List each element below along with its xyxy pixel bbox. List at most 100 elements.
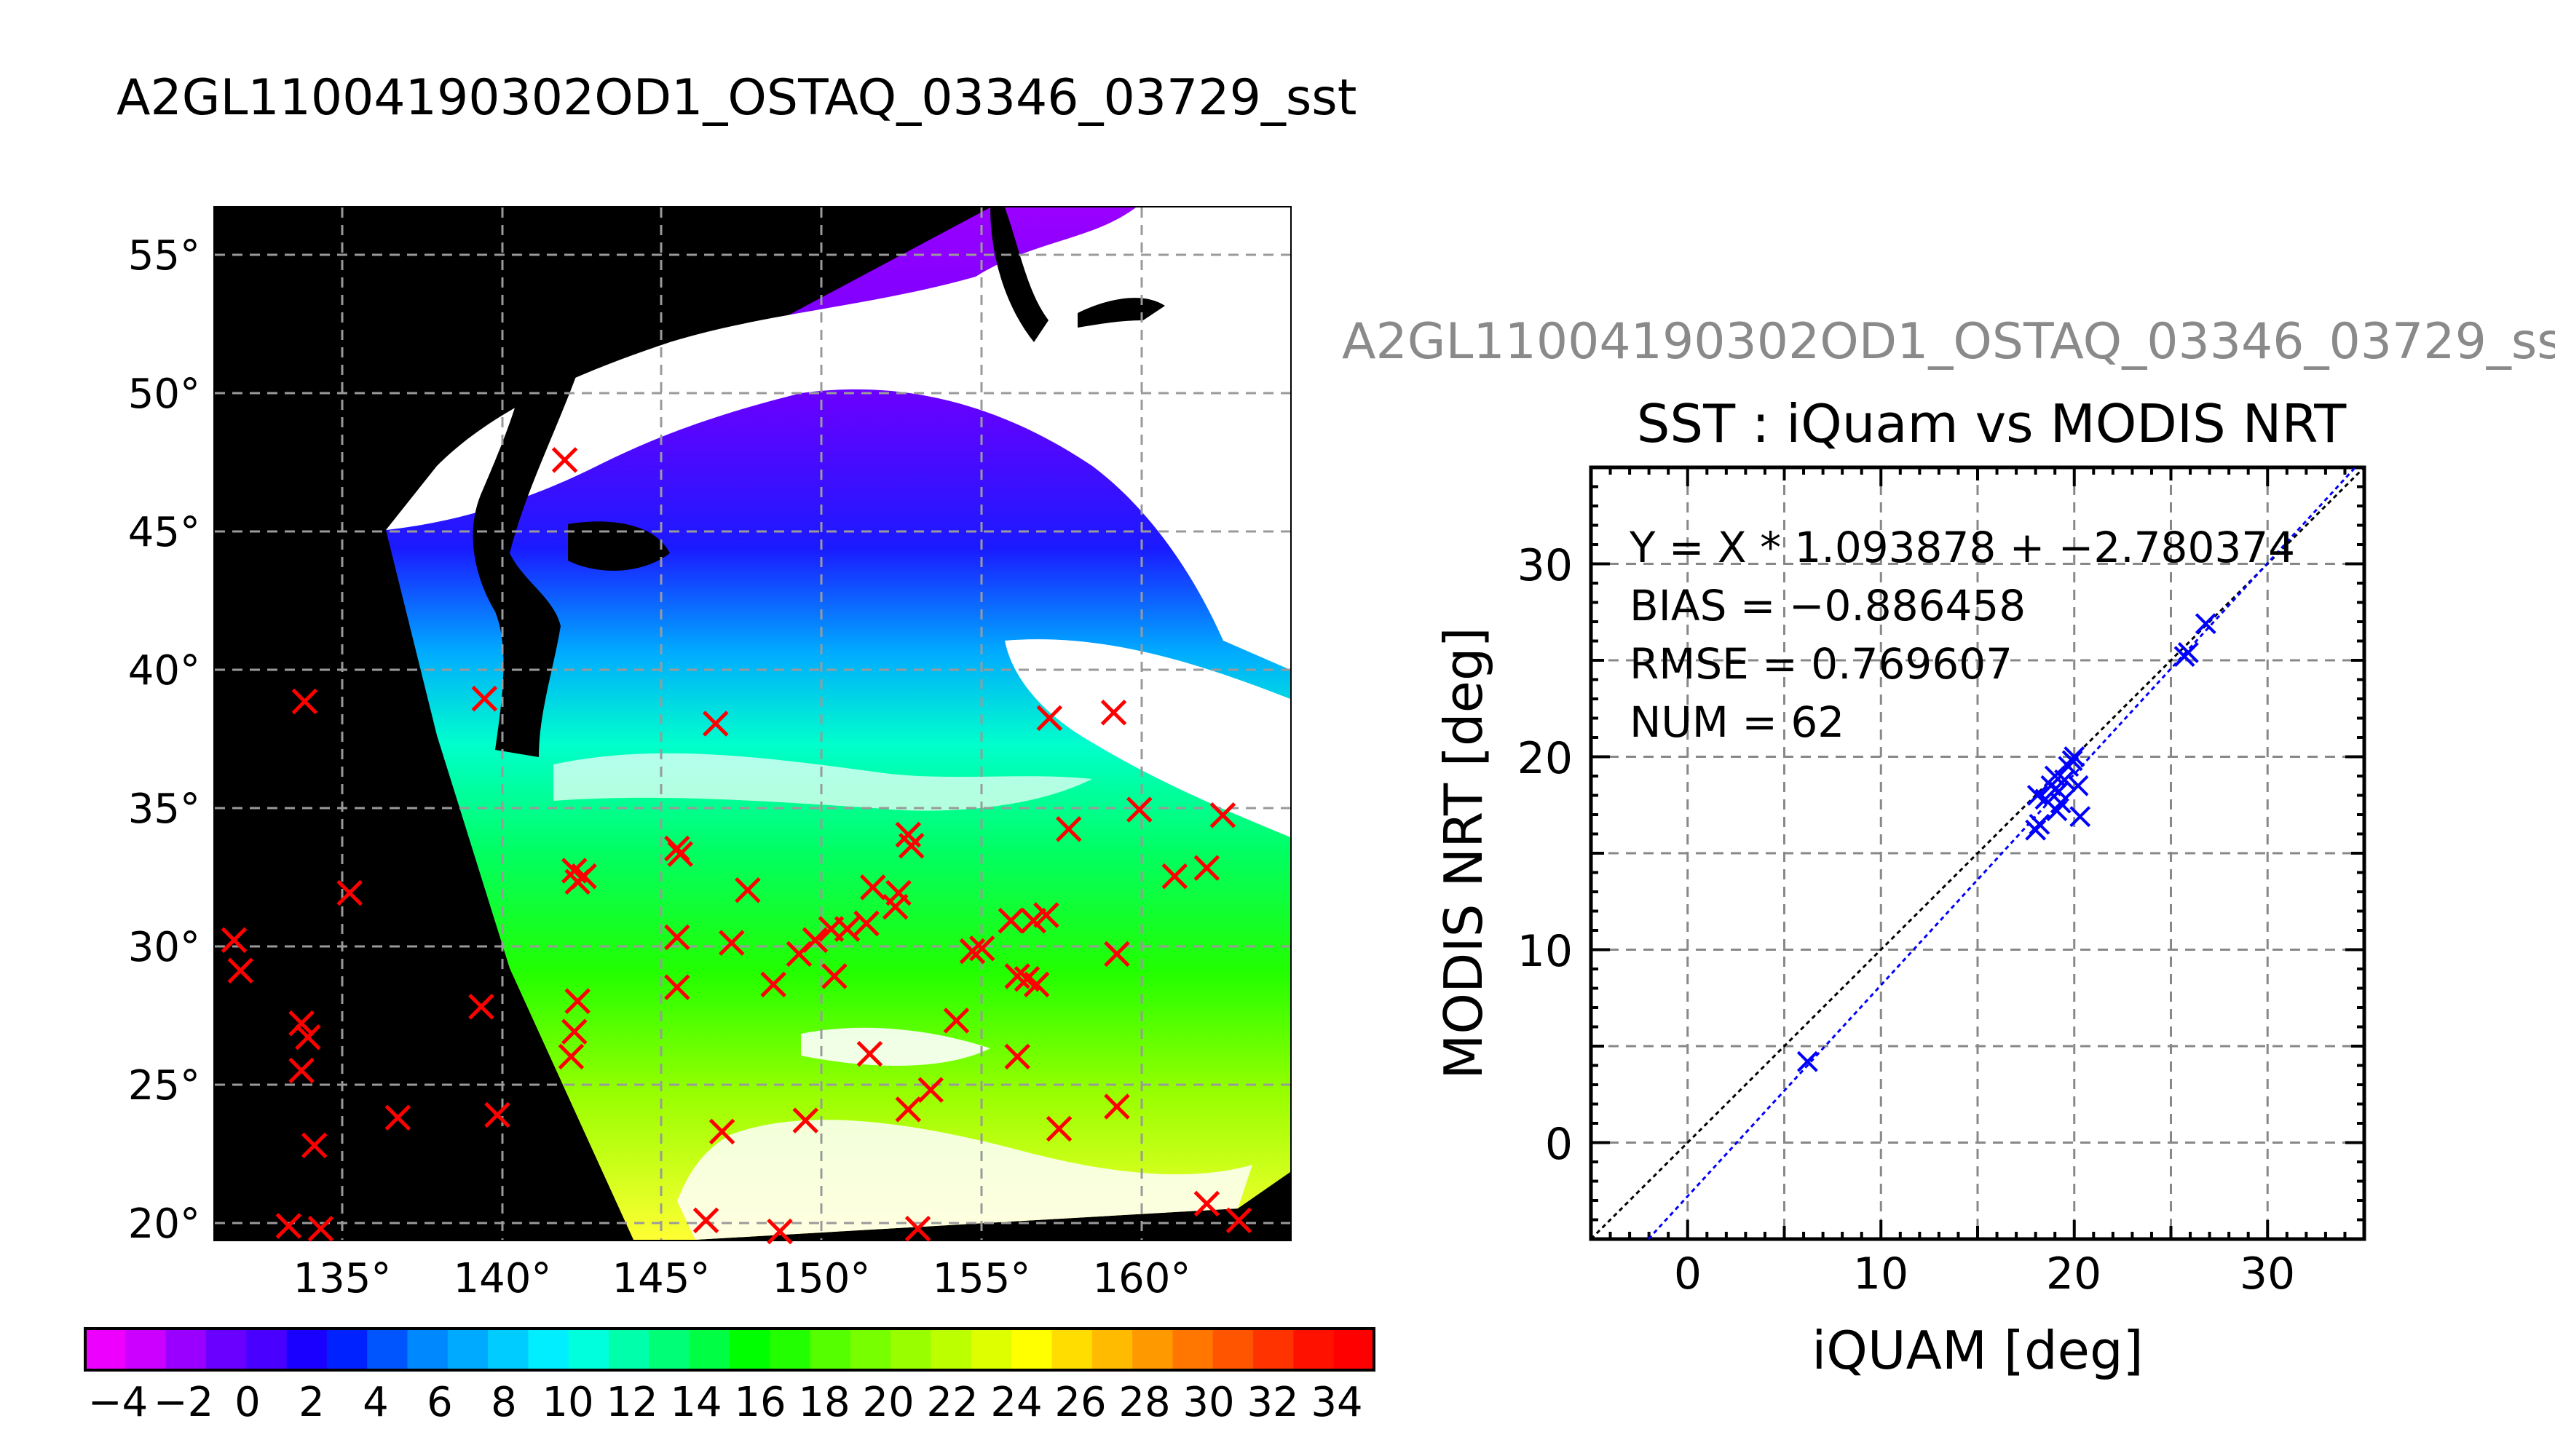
buoy-marker — [802, 927, 829, 954]
colorbar-tick-label: 12 — [606, 1379, 657, 1426]
scatter-point — [2069, 806, 2091, 828]
colorbar-tick-label: 2 — [299, 1379, 325, 1426]
rmse-label: RMSE = 0.769607 — [1630, 639, 2013, 689]
y-tick-label: 10 — [1517, 926, 1573, 977]
buoy-marker — [1104, 1093, 1130, 1120]
colorbar-segment — [609, 1329, 649, 1370]
colorbar-segment — [528, 1329, 569, 1370]
buoy-marker — [968, 935, 995, 962]
fit-line — [1647, 466, 2356, 1241]
buoy-marker — [558, 1043, 585, 1070]
scatter-point — [2046, 800, 2068, 822]
num-label: NUM = 62 — [1630, 697, 1844, 747]
colorbar-segment — [488, 1329, 529, 1370]
lon-label: 160° — [1093, 1255, 1191, 1302]
scatter-point — [2064, 746, 2085, 767]
scatter-point — [2029, 813, 2050, 835]
buoy-marker — [561, 1018, 588, 1045]
buoy-marker — [853, 910, 880, 937]
x-tick-label: 20 — [2046, 1249, 2101, 1299]
scatter-point — [2054, 769, 2075, 791]
buoy-marker — [760, 971, 786, 998]
lon-label: 140° — [454, 1255, 552, 1302]
colorbar-segment — [447, 1329, 489, 1370]
land-japan — [473, 233, 588, 757]
lat-label: 45° — [128, 509, 200, 556]
buoy-marker — [564, 988, 591, 1014]
colorbar-segment — [326, 1329, 368, 1370]
colorbar-segment — [1333, 1329, 1375, 1370]
buoy-marker — [821, 963, 848, 989]
colorbar-segment — [1132, 1329, 1173, 1370]
y-tick-label: 0 — [1545, 1119, 1573, 1170]
buoy-marker — [288, 1010, 315, 1037]
cloud-cover — [386, 207, 1290, 670]
buoy-marker — [1020, 907, 1047, 934]
buoy-marker — [860, 874, 886, 901]
buoy-marker — [898, 832, 925, 859]
colorbar-segment — [165, 1329, 207, 1370]
colorbar-segment — [407, 1329, 449, 1370]
colorbar-segment — [850, 1329, 891, 1370]
buoy-marker — [1004, 963, 1031, 989]
buoy-marker — [1046, 1115, 1073, 1142]
colorbar-frame — [84, 1327, 1375, 1372]
y-tick-label: 20 — [1517, 733, 1573, 784]
buoy-marker — [664, 924, 690, 951]
buoy-marker — [895, 1096, 922, 1123]
colorbar-segment — [205, 1329, 247, 1370]
colorbar-tick-label: 16 — [734, 1379, 786, 1426]
buoy-marker — [288, 1057, 315, 1084]
colorbar-segment — [286, 1329, 328, 1370]
buoy-marker — [307, 1215, 334, 1242]
buoy-marker — [703, 711, 729, 737]
scatter-title: SST : iQuam vs MODIS NRT — [1636, 393, 2347, 454]
scatter-point — [2177, 641, 2199, 663]
colorbar-segment — [1051, 1329, 1093, 1370]
swath-sst — [386, 207, 1290, 1240]
buoy-marker — [719, 930, 745, 956]
buoy-marker — [998, 907, 1024, 934]
lon-label: 150° — [773, 1255, 871, 1302]
lon-label: 135° — [293, 1255, 392, 1302]
lat-label: 30° — [128, 924, 200, 971]
buoy-marker — [1100, 699, 1127, 726]
colorbar-tick-label: 4 — [363, 1379, 389, 1426]
colorbar-segment — [1253, 1329, 1294, 1370]
colorbar — [85, 1329, 1375, 1370]
lat-label: 20° — [128, 1200, 200, 1248]
buoy-marker — [221, 927, 248, 954]
buoy-marker — [664, 974, 690, 1000]
colorbar-tick-label: 8 — [491, 1379, 517, 1426]
buoy-marker — [1193, 855, 1220, 881]
colorbar-segment — [1172, 1329, 1214, 1370]
buoy-marker — [291, 688, 318, 715]
colorbar-segment — [810, 1329, 851, 1370]
buoy-marker — [484, 1101, 510, 1128]
buoy-marker — [1056, 816, 1082, 842]
buoy-marker — [904, 1215, 931, 1242]
buoy-marker — [336, 879, 363, 906]
buoy-marker — [1004, 1043, 1031, 1070]
buoy-marker — [692, 1207, 719, 1234]
buoy-marker — [708, 1118, 735, 1145]
scatter-point — [2067, 775, 2089, 796]
colorbar-tick-label: 34 — [1311, 1379, 1362, 1426]
colorbar-segment — [971, 1329, 1012, 1370]
colorbar-segment — [246, 1329, 288, 1370]
buoy-marker — [959, 938, 986, 965]
buoy-marker — [301, 1132, 328, 1159]
buoy-marker — [551, 447, 578, 473]
colorbar-segment — [1091, 1329, 1133, 1370]
colorbar-segment — [891, 1329, 932, 1370]
buoy-marker — [667, 841, 694, 867]
colorbar-tick-label: 6 — [427, 1379, 453, 1426]
map-graticule — [215, 207, 1290, 1240]
colorbar-segment — [367, 1329, 408, 1370]
y-tick-label: 30 — [1517, 540, 1573, 591]
colorbar-tick-label: 22 — [926, 1379, 978, 1426]
buoy-marker — [275, 1213, 302, 1239]
colorbar-segment — [568, 1329, 609, 1370]
colorbar-tick-label: 32 — [1247, 1379, 1298, 1426]
